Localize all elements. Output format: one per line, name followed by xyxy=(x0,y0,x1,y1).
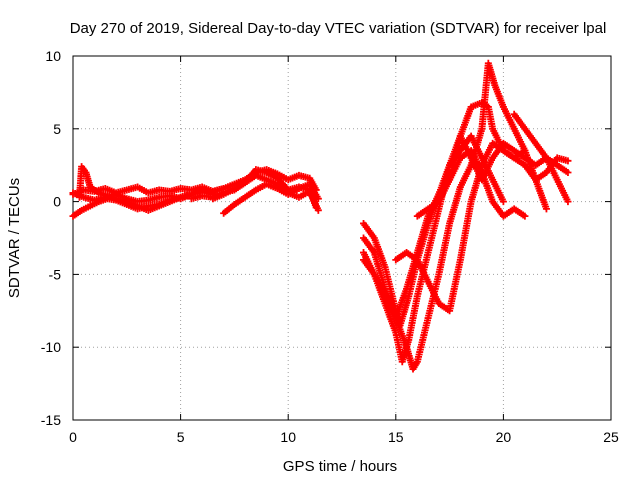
data-point xyxy=(499,198,507,206)
data-series xyxy=(69,59,572,373)
chart-title: Day 270 of 2019, Sidereal Day-to-day VTE… xyxy=(70,20,607,37)
y-axis: -15 -10 -5 0 5 10 xyxy=(41,48,611,428)
x-axis-label: GPS time / hours xyxy=(283,458,397,475)
grid xyxy=(73,56,611,420)
data-point xyxy=(564,198,572,206)
y-tick-label: 0 xyxy=(53,194,61,210)
data-point xyxy=(564,168,572,176)
data-point xyxy=(521,212,529,220)
y-tick-label: -15 xyxy=(41,412,61,428)
data-point xyxy=(312,203,320,211)
x-tick-label: 0 xyxy=(69,429,77,445)
x-tick-label: 20 xyxy=(496,429,512,445)
y-tick-label: 10 xyxy=(45,48,61,64)
y-tick-label: 5 xyxy=(53,121,61,137)
series-track-8 xyxy=(187,166,320,211)
x-tick-label: 25 xyxy=(603,429,619,445)
x-tick-label: 15 xyxy=(388,429,404,445)
y-tick-label: -10 xyxy=(41,339,61,355)
y-tick-label: -5 xyxy=(49,266,62,282)
x-tick-label: 10 xyxy=(280,429,296,445)
y-axis-label: SDTVAR / TECUs xyxy=(6,178,23,298)
series-track-13 xyxy=(392,139,572,315)
series-track-6 xyxy=(220,180,322,217)
x-axis: 0 5 10 15 20 25 xyxy=(69,56,619,445)
data-point xyxy=(564,157,572,165)
series-track-15 xyxy=(510,110,572,206)
plot-frame xyxy=(72,55,612,421)
data-point xyxy=(542,205,550,213)
x-tick-label: 5 xyxy=(177,429,185,445)
